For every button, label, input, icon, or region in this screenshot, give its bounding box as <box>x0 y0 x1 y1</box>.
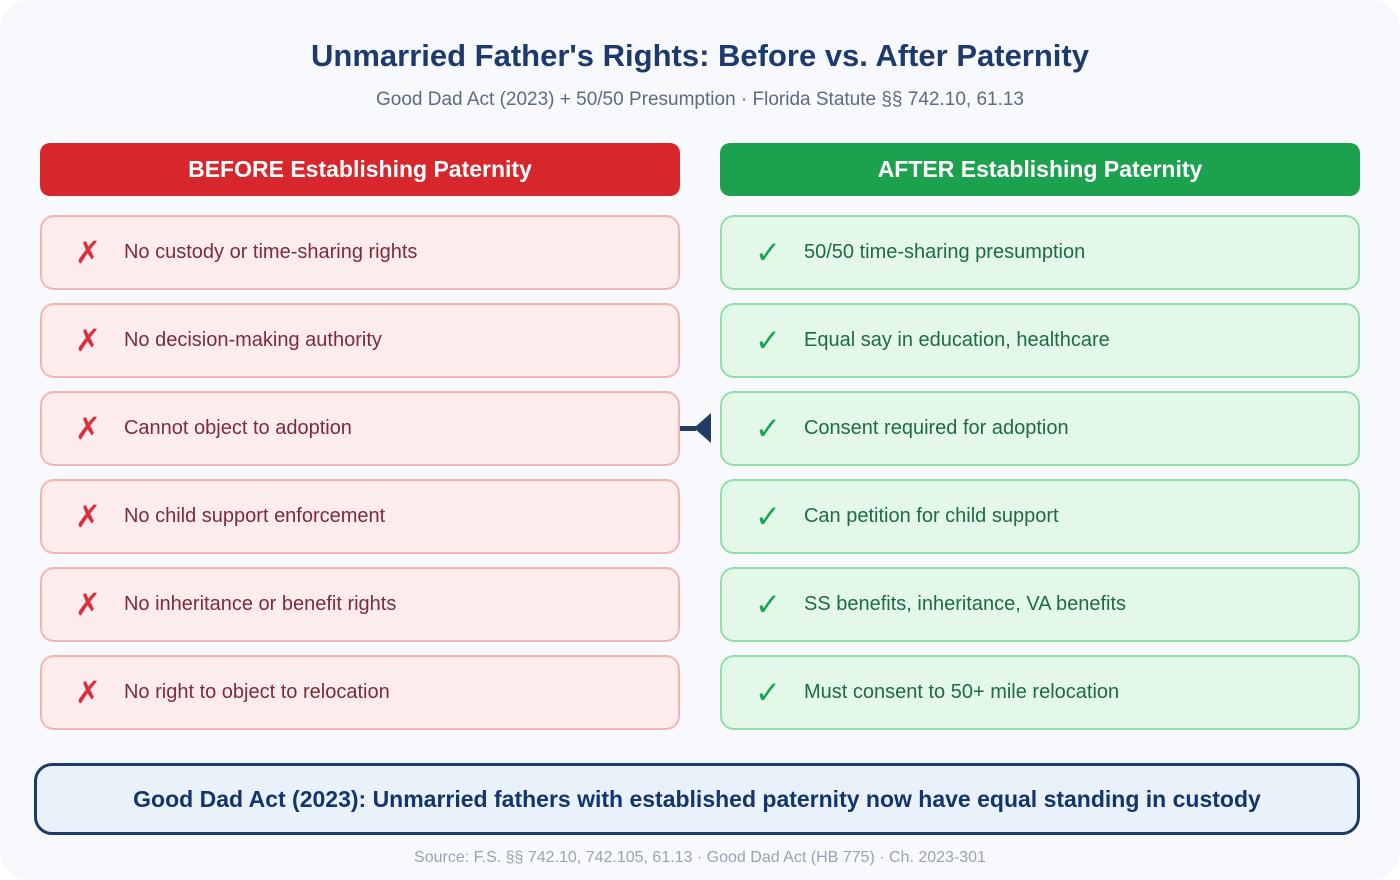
after-item-label: Equal say in education, healthcare <box>803 329 1110 351</box>
adoption-row-connector-arrow-icon <box>680 413 712 443</box>
source-footer: Source: F.S. §§ 742.10, 742.105, 61.13 ·… <box>414 849 986 866</box>
page-title: Unmarried Father's Rights: Before vs. Af… <box>311 38 1089 73</box>
page-subtitle: Good Dad Act (2023) + 50/50 Presumption … <box>376 89 1024 110</box>
after-items-list: ✓ 50/50 time-sharing presumption ✓ Equal sa… <box>720 215 1360 730</box>
before-item: ✗ No custody or time-sharing rights <box>40 215 680 290</box>
x-icon: ✗ <box>75 235 101 270</box>
before-item-label: Cannot object to adoption <box>123 417 352 439</box>
after-item: ✓ SS benefits, inheritance, VA benefits <box>720 567 1360 642</box>
check-icon: ✓ <box>755 675 781 710</box>
x-icon: ✗ <box>75 675 101 710</box>
x-icon: ✗ <box>75 587 101 622</box>
before-item-label: No custody or time-sharing rights <box>123 241 418 263</box>
before-column-header: BEFORE Establishing Paternity <box>40 143 680 196</box>
before-item-label: No decision-making authority <box>123 329 382 351</box>
after-item-label: Must consent to 50+ mile relocation <box>803 681 1120 703</box>
after-item: ✓ Must consent to 50+ mile relocation <box>720 655 1360 730</box>
after-column-header: AFTER Establishing Paternity <box>720 143 1360 196</box>
connector-stem <box>680 426 696 431</box>
check-icon: ✓ <box>755 411 781 446</box>
after-item-label: Consent required for adoption <box>803 417 1069 439</box>
check-icon: ✓ <box>755 235 781 270</box>
after-item: ✓ Equal say in education, healthcare <box>720 303 1360 378</box>
before-item: ✗ No inheritance or benefit rights <box>40 567 680 642</box>
after-item-label: SS benefits, inheritance, VA benefits <box>803 593 1127 615</box>
after-item-label: Can petition for child support <box>803 505 1059 527</box>
x-icon: ✗ <box>75 411 101 446</box>
x-icon: ✗ <box>75 499 101 534</box>
before-item: ✗ No decision-making authority <box>40 303 680 378</box>
banner-text: Good Dad Act (2023): Unmarried fathers w… <box>133 785 1261 812</box>
before-items-list: ✗ No custody or time-sharing rights ✗ No de… <box>40 215 680 730</box>
check-icon: ✓ <box>755 323 781 358</box>
check-icon: ✓ <box>755 499 781 534</box>
before-item: ✗ No child support enforcement <box>40 479 680 554</box>
connector-arrowhead <box>694 413 711 443</box>
before-item: ✗ Cannot object to adoption <box>40 391 680 466</box>
after-item-label: 50/50 time-sharing presumption <box>803 241 1086 263</box>
before-item: ✗ No right to object to relocation <box>40 655 680 730</box>
check-icon: ✓ <box>755 587 781 622</box>
after-item: ✓ 50/50 time-sharing presumption <box>720 215 1360 290</box>
after-item: ✓ Consent required for adoption <box>720 391 1360 466</box>
after-item: ✓ Can petition for child support <box>720 479 1360 554</box>
before-item-label: No child support enforcement <box>123 505 386 527</box>
before-item-label: No inheritance or benefit rights <box>123 593 397 615</box>
after-column: AFTER Establishing Paternity ✓ 50/50 time… <box>720 143 1360 730</box>
x-icon: ✗ <box>75 323 101 358</box>
before-column: BEFORE Establishing Paternity ✗ No custod… <box>40 143 680 730</box>
good-dad-act-banner: Good Dad Act (2023): Unmarried fathers w… <box>34 763 1360 835</box>
before-item-label: No right to object to relocation <box>123 681 390 703</box>
